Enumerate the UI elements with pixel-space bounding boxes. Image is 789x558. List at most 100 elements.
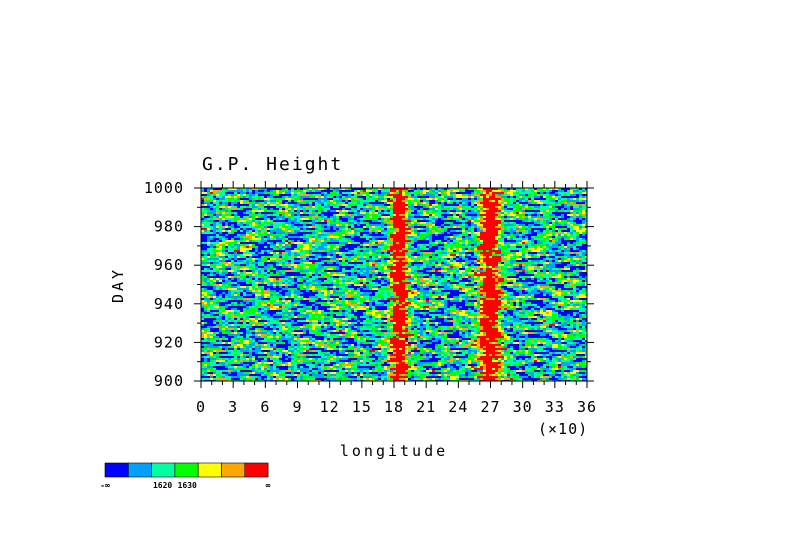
heatmap-cell xyxy=(306,248,309,250)
heatmap-cell xyxy=(390,224,393,226)
heatmap-cell xyxy=(561,248,564,250)
heatmap-cell xyxy=(351,198,354,200)
heatmap-cell xyxy=(240,190,243,192)
heatmap-cell xyxy=(285,200,288,202)
heatmap-cell xyxy=(525,202,528,204)
heatmap-cell xyxy=(231,200,234,202)
heatmap-cell xyxy=(504,210,507,212)
heatmap-cell xyxy=(549,216,552,218)
heatmap-cell xyxy=(276,254,279,256)
heatmap-cell xyxy=(258,192,261,194)
heatmap-cell xyxy=(468,212,471,214)
heatmap-cell xyxy=(273,252,276,254)
heatmap-cell xyxy=(423,236,426,238)
heatmap-cell xyxy=(216,224,219,226)
heatmap-cell xyxy=(363,218,366,220)
heatmap-cell xyxy=(531,210,534,212)
heatmap-cell xyxy=(570,250,573,252)
heatmap-cell xyxy=(537,210,540,212)
heatmap-cell xyxy=(342,252,345,254)
heatmap-cell xyxy=(543,262,546,264)
heatmap-cell xyxy=(444,240,447,242)
heatmap-cell xyxy=(261,206,264,208)
heatmap-cell xyxy=(354,216,357,218)
heatmap-cell xyxy=(294,252,297,254)
heatmap-cell xyxy=(312,240,315,242)
heatmap-cell xyxy=(243,258,246,260)
heatmap-cell xyxy=(492,262,495,264)
heatmap-cell xyxy=(453,190,456,192)
heatmap-cell xyxy=(576,242,579,244)
heatmap-cell xyxy=(252,240,255,242)
heatmap-cell xyxy=(372,248,375,250)
heatmap-cell xyxy=(387,254,390,256)
heatmap-cell xyxy=(291,260,294,262)
heatmap-cell xyxy=(207,218,210,220)
heatmap-cell xyxy=(336,192,339,194)
heatmap-cell xyxy=(285,238,288,240)
heatmap-cell xyxy=(507,214,510,216)
heatmap-cell xyxy=(483,256,486,258)
heatmap-cell xyxy=(555,226,558,228)
heatmap-cell xyxy=(576,194,579,196)
heatmap-cell xyxy=(417,262,420,264)
heatmap-cell xyxy=(330,200,333,202)
heatmap-cell xyxy=(513,236,516,238)
heatmap-cell xyxy=(360,238,363,240)
heatmap-cell xyxy=(300,204,303,206)
heatmap-cell xyxy=(531,208,534,210)
heatmap-cell xyxy=(438,192,441,194)
heatmap-cell xyxy=(483,238,486,240)
heatmap-cell xyxy=(513,230,516,232)
heatmap-cell xyxy=(330,232,333,234)
heatmap-cell xyxy=(354,202,357,204)
heatmap-cell xyxy=(480,194,483,196)
heatmap-cell xyxy=(201,260,204,262)
heatmap-cell xyxy=(321,250,324,252)
heatmap-cell xyxy=(276,256,279,258)
heatmap-cell xyxy=(459,258,462,260)
heatmap-cell xyxy=(333,212,336,214)
heatmap-cell xyxy=(267,260,270,262)
heatmap-cell xyxy=(516,222,519,224)
heatmap-cell xyxy=(261,224,264,226)
heatmap-cell xyxy=(498,214,501,216)
heatmap-cell xyxy=(306,264,309,266)
heatmap-cell xyxy=(390,196,393,198)
heatmap-cell xyxy=(225,188,228,190)
heatmap-cell xyxy=(462,250,465,252)
heatmap-cell xyxy=(483,234,486,236)
heatmap-cell xyxy=(297,254,300,256)
heatmap-cell xyxy=(555,256,558,258)
heatmap-cell xyxy=(576,248,579,250)
heatmap-cell xyxy=(471,204,474,206)
heatmap-cell xyxy=(516,258,519,260)
heatmap-cell xyxy=(531,262,534,264)
heatmap-cell xyxy=(372,214,375,216)
heatmap-cell xyxy=(228,212,231,214)
heatmap-cell xyxy=(495,210,498,212)
heatmap-cell xyxy=(585,210,587,212)
heatmap-cell xyxy=(285,204,288,206)
heatmap-cell xyxy=(363,200,366,202)
heatmap-cell xyxy=(396,188,399,190)
heatmap-cell xyxy=(510,242,513,244)
heatmap-cell xyxy=(303,254,306,256)
heatmap-cell xyxy=(393,188,396,190)
heatmap-cell xyxy=(300,248,303,250)
heatmap-cell xyxy=(276,192,279,194)
heatmap-cell xyxy=(336,250,339,252)
heatmap-cell xyxy=(303,252,306,254)
heatmap-cell xyxy=(240,238,243,240)
heatmap-cell xyxy=(483,262,486,264)
heatmap-cell xyxy=(255,232,258,234)
heatmap-cell xyxy=(258,216,261,218)
heatmap-cell xyxy=(258,206,261,208)
heatmap-cell xyxy=(366,258,369,260)
heatmap-cell xyxy=(204,258,207,260)
heatmap-cell xyxy=(447,234,450,236)
heatmap-cell xyxy=(564,260,567,262)
heatmap-cell xyxy=(375,216,378,218)
heatmap-cell xyxy=(318,236,321,238)
heatmap-cell xyxy=(348,248,351,250)
